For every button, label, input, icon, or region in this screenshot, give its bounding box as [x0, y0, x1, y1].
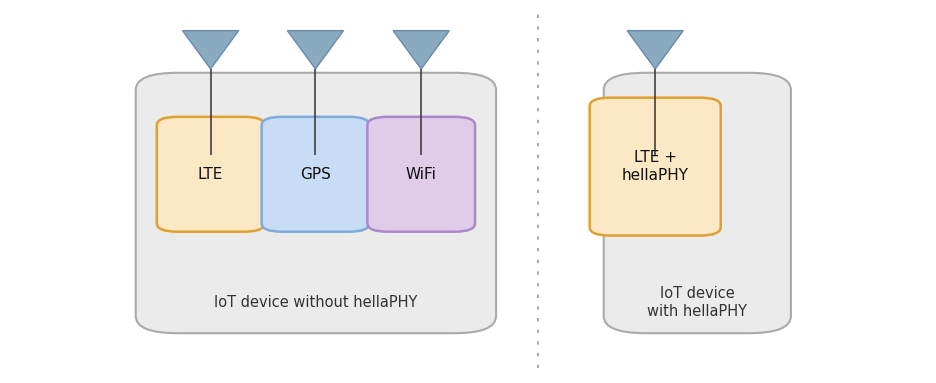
FancyBboxPatch shape: [157, 117, 265, 232]
FancyBboxPatch shape: [262, 117, 370, 232]
Polygon shape: [287, 31, 344, 69]
FancyBboxPatch shape: [136, 73, 496, 333]
Text: LTE: LTE: [197, 167, 224, 182]
Polygon shape: [393, 31, 449, 69]
Polygon shape: [627, 31, 683, 69]
Text: LTE +
hellaPHY: LTE + hellaPHY: [622, 151, 689, 183]
Text: IoT device without hellaPHY: IoT device without hellaPHY: [213, 295, 417, 310]
Polygon shape: [183, 31, 239, 69]
Text: IoT device
with hellaPHY: IoT device with hellaPHY: [648, 286, 747, 319]
Text: WiFi: WiFi: [406, 167, 436, 182]
FancyBboxPatch shape: [604, 73, 791, 333]
Text: GPS: GPS: [300, 167, 330, 182]
FancyBboxPatch shape: [590, 98, 721, 236]
FancyBboxPatch shape: [367, 117, 475, 232]
